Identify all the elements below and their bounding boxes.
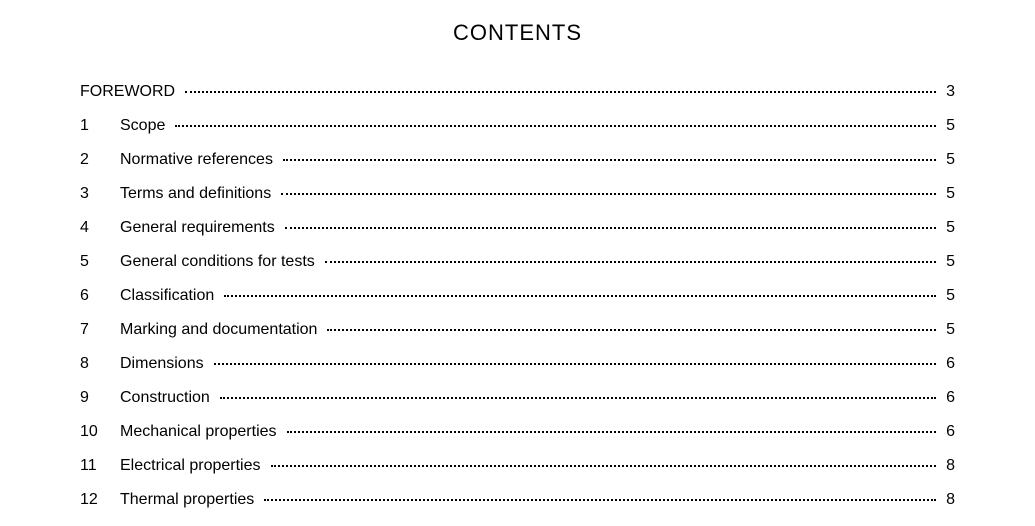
toc-entry-number: 10 bbox=[80, 424, 120, 440]
toc-row: 12Thermal properties 8 bbox=[80, 492, 955, 508]
toc-entry-label: Scope bbox=[120, 118, 171, 134]
toc-entry-number: 6 bbox=[80, 288, 120, 304]
toc-entry-page: 5 bbox=[940, 254, 955, 270]
toc-leader-dots bbox=[185, 91, 936, 93]
toc-entry-number: 4 bbox=[80, 220, 120, 236]
toc-entry-label: Dimensions bbox=[120, 356, 210, 372]
contents-title: CONTENTS bbox=[80, 20, 955, 46]
toc-entry-page: 8 bbox=[940, 458, 955, 474]
toc-entry-label: Classification bbox=[120, 288, 220, 304]
toc-entry-label: FOREWORD bbox=[80, 84, 181, 100]
toc-entry-label: Terms and definitions bbox=[120, 186, 277, 202]
toc-entry-page: 8 bbox=[940, 492, 955, 508]
toc-row: 10Mechanical properties 6 bbox=[80, 424, 955, 440]
toc-row: FOREWORD 3 bbox=[80, 84, 955, 100]
toc-entry-label: General conditions for tests bbox=[120, 254, 321, 270]
toc-entry-page: 5 bbox=[940, 288, 955, 304]
toc-entry-label: Construction bbox=[120, 390, 216, 406]
toc-row: 5General conditions for tests5 bbox=[80, 254, 955, 270]
toc-entry-label: Mechanical properties bbox=[120, 424, 283, 440]
toc-row: 9Construction 6 bbox=[80, 390, 955, 406]
toc-leader-dots bbox=[175, 125, 936, 127]
toc-entry-number: 8 bbox=[80, 356, 120, 372]
toc-entry-page: 6 bbox=[940, 424, 955, 440]
toc-row: 3Terms and definitions 5 bbox=[80, 186, 955, 202]
toc-row: 7Marking and documentation 5 bbox=[80, 322, 955, 338]
toc-leader-dots bbox=[271, 465, 937, 467]
toc-leader-dots bbox=[325, 261, 936, 263]
toc-entry-number: 7 bbox=[80, 322, 120, 338]
toc-entry-label: Electrical properties bbox=[120, 458, 267, 474]
toc-entry-label: General requirements bbox=[120, 220, 281, 236]
toc-entry-label: Thermal properties bbox=[120, 492, 260, 508]
toc-entry-number: 5 bbox=[80, 254, 120, 270]
toc-entry-number: 11 bbox=[80, 458, 120, 474]
toc-entry-page: 5 bbox=[940, 220, 955, 236]
toc-entry-label: Marking and documentation bbox=[120, 322, 323, 338]
toc-leader-dots bbox=[214, 363, 937, 365]
page: CONTENTS FOREWORD31Scope52Normative refe… bbox=[0, 0, 1035, 526]
table-of-contents: FOREWORD31Scope52Normative references53T… bbox=[80, 84, 955, 508]
toc-entry-page: 5 bbox=[940, 322, 955, 338]
toc-entry-number: 12 bbox=[80, 492, 120, 508]
toc-entry-page: 6 bbox=[940, 356, 955, 372]
toc-leader-dots bbox=[224, 295, 936, 297]
toc-leader-dots bbox=[264, 499, 936, 501]
toc-leader-dots bbox=[281, 193, 936, 195]
toc-row: 6Classification 5 bbox=[80, 288, 955, 304]
toc-leader-dots bbox=[285, 227, 936, 229]
toc-leader-dots bbox=[327, 329, 936, 331]
toc-row: 8Dimensions 6 bbox=[80, 356, 955, 372]
toc-entry-number: 1 bbox=[80, 118, 120, 134]
toc-entry-page: 5 bbox=[940, 152, 955, 168]
toc-row: 2Normative references 5 bbox=[80, 152, 955, 168]
toc-entry-page: 6 bbox=[940, 390, 955, 406]
toc-entry-page: 3 bbox=[940, 84, 955, 100]
toc-entry-number: 2 bbox=[80, 152, 120, 168]
toc-leader-dots bbox=[283, 159, 936, 161]
toc-row: 1Scope 5 bbox=[80, 118, 955, 134]
toc-entry-number: 9 bbox=[80, 390, 120, 406]
toc-leader-dots bbox=[220, 397, 936, 399]
toc-entry-number: 3 bbox=[80, 186, 120, 202]
toc-row: 4General requirements 5 bbox=[80, 220, 955, 236]
toc-entry-page: 5 bbox=[940, 118, 955, 134]
toc-row: 11Electrical properties 8 bbox=[80, 458, 955, 474]
toc-entry-page: 5 bbox=[940, 186, 955, 202]
toc-leader-dots bbox=[287, 431, 937, 433]
toc-entry-label: Normative references bbox=[120, 152, 279, 168]
